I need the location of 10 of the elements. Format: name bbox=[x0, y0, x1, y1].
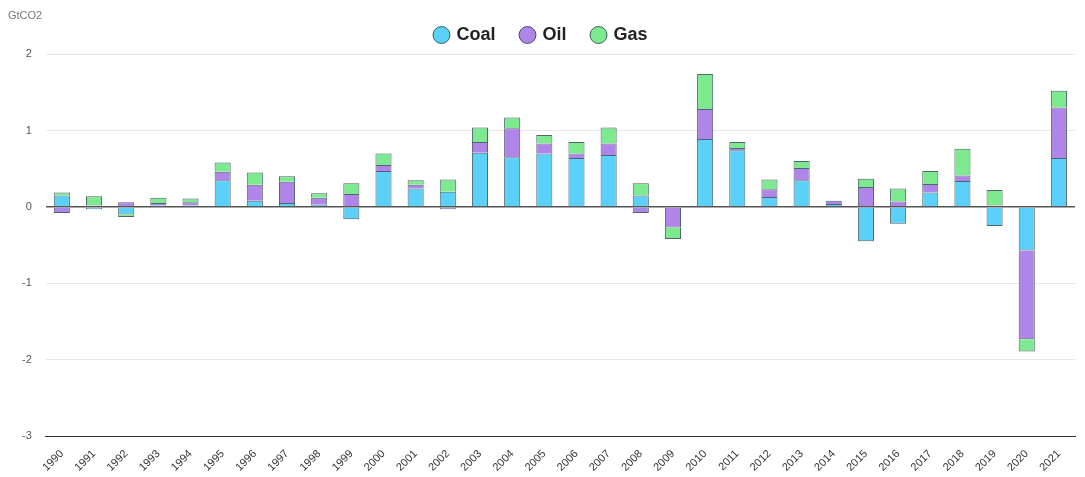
legend-label: Oil bbox=[542, 23, 567, 44]
legend-label: Coal bbox=[456, 23, 496, 44]
y-tick-label: -3 bbox=[22, 429, 32, 442]
y-tick-label: 1 bbox=[25, 123, 32, 136]
y-tick-label: -1 bbox=[22, 276, 32, 289]
y-tick-label: 0 bbox=[25, 199, 32, 212]
legend-label: Gas bbox=[613, 23, 648, 44]
y-tick-label: -2 bbox=[22, 352, 32, 365]
y-tick-label: 2 bbox=[25, 47, 32, 60]
y-axis-title: GtCO2 bbox=[8, 9, 43, 22]
